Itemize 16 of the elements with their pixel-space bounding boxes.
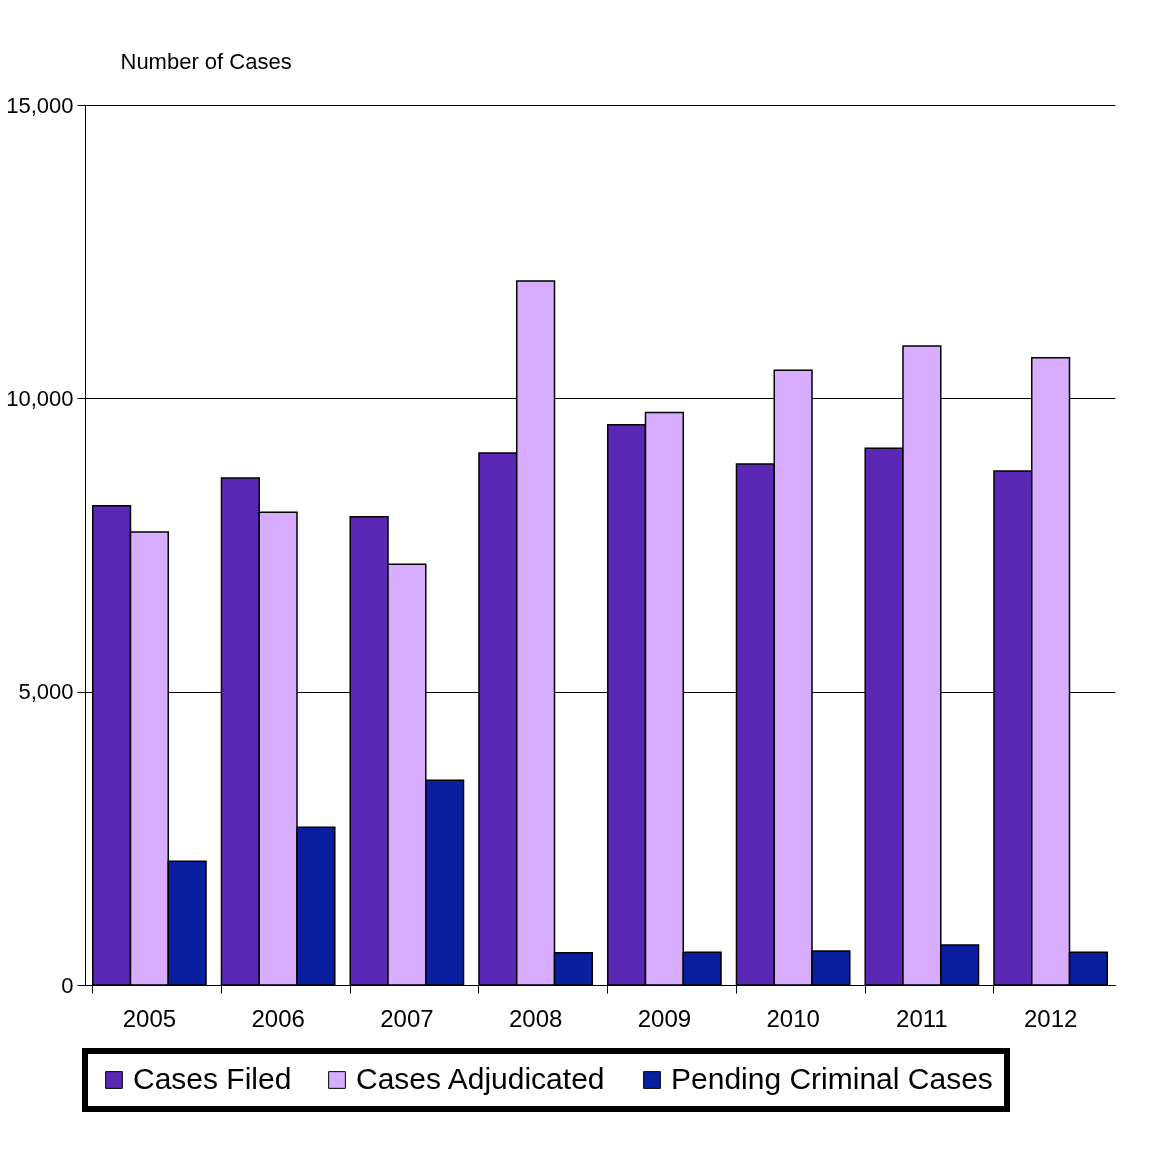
legend-label: Cases Adjudicated [356, 1062, 605, 1095]
legend-label: Cases Filed [133, 1062, 292, 1095]
y-axis-title: Number of Cases [120, 48, 292, 74]
y-tick-label: 5,000 [18, 679, 74, 705]
y-tick-label: 10,000 [6, 385, 74, 411]
x-tick-label: 2006 [251, 1004, 305, 1032]
y-tick-label: 15,000 [6, 92, 74, 118]
x-tick-label: 2007 [380, 1004, 434, 1032]
x-tick-label: 2012 [1023, 1004, 1078, 1032]
legend-label: Pending Criminal Cases [671, 1062, 993, 1095]
x-tick-label: 2008 [508, 1004, 563, 1032]
x-tick-label: 2005 [122, 1004, 177, 1032]
x-tick-label: 2009 [637, 1004, 692, 1032]
y-tick-label: 0 [61, 972, 74, 998]
x-tick-label: 2011 [896, 1004, 948, 1032]
x-tick-label: 2010 [766, 1004, 820, 1032]
